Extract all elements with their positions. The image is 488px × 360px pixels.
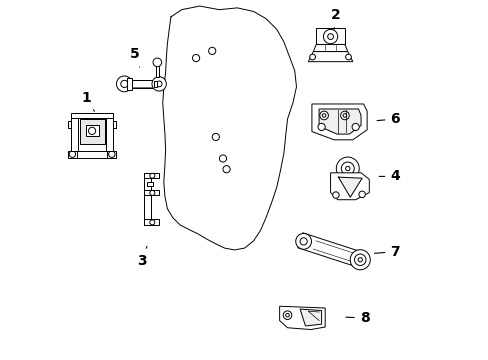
Circle shape [149,190,155,195]
Polygon shape [144,173,151,225]
Polygon shape [107,150,116,158]
Polygon shape [67,121,71,128]
Circle shape [283,311,291,319]
Polygon shape [85,126,99,136]
Polygon shape [67,150,77,158]
Polygon shape [71,118,78,150]
Circle shape [152,77,166,91]
Circle shape [121,80,128,87]
Polygon shape [71,113,113,118]
Polygon shape [80,119,104,144]
Text: 5: 5 [130,48,140,67]
Circle shape [69,151,76,157]
Circle shape [192,54,199,62]
Text: 8: 8 [345,311,369,325]
Polygon shape [154,81,156,87]
Circle shape [88,127,96,134]
Circle shape [341,162,353,175]
Circle shape [319,111,328,120]
Polygon shape [163,6,296,250]
Polygon shape [70,150,114,158]
Circle shape [322,114,325,117]
Polygon shape [330,173,368,200]
Circle shape [212,134,219,140]
Circle shape [332,192,339,198]
Polygon shape [144,190,159,195]
Text: 7: 7 [374,245,399,259]
Circle shape [153,58,162,67]
Polygon shape [308,51,352,62]
Circle shape [300,238,306,245]
Polygon shape [311,104,366,140]
Text: 4: 4 [379,170,399,183]
Polygon shape [319,109,360,134]
Polygon shape [126,80,155,88]
Circle shape [108,151,115,157]
Circle shape [208,47,215,54]
Circle shape [156,81,162,87]
Circle shape [323,30,337,44]
Circle shape [317,123,325,131]
Circle shape [116,76,132,92]
Polygon shape [155,64,159,77]
Circle shape [349,250,369,270]
Polygon shape [297,233,364,268]
Polygon shape [147,182,152,186]
Circle shape [336,157,359,180]
Circle shape [354,254,365,265]
Circle shape [219,155,226,162]
Polygon shape [313,44,347,51]
Circle shape [345,54,351,60]
Polygon shape [144,220,159,225]
Polygon shape [338,177,362,197]
Circle shape [357,258,362,262]
Circle shape [149,220,155,225]
Circle shape [149,173,155,178]
Polygon shape [144,173,159,178]
Circle shape [343,114,346,117]
Polygon shape [316,28,344,44]
Polygon shape [126,78,132,90]
Circle shape [309,54,315,60]
Circle shape [285,314,289,317]
Circle shape [223,166,230,173]
Circle shape [295,234,311,249]
Circle shape [358,191,365,198]
Polygon shape [105,118,113,150]
Circle shape [345,166,349,171]
Text: 1: 1 [81,90,94,111]
Text: 2: 2 [330,8,340,30]
Polygon shape [113,121,116,128]
Polygon shape [300,309,321,326]
Polygon shape [279,306,325,329]
Text: 3: 3 [137,246,147,268]
Circle shape [327,34,333,40]
Circle shape [340,111,348,120]
Text: 6: 6 [376,112,399,126]
Circle shape [351,123,359,131]
